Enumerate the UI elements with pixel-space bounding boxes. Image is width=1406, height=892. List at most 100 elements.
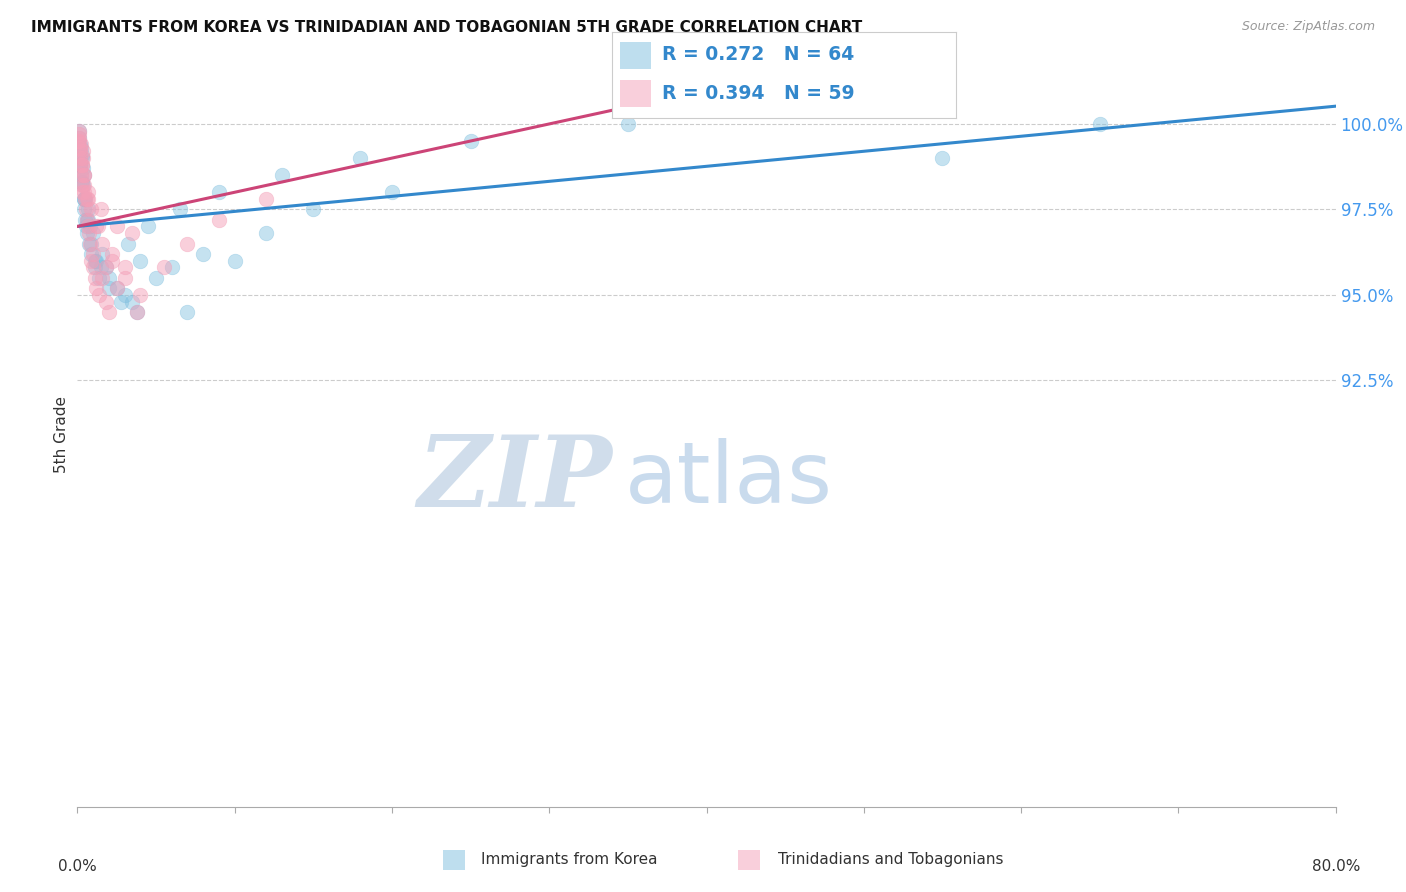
Point	[69, 158, 91, 172]
Point	[94, 294, 117, 309]
Point	[83, 270, 105, 285]
Point	[101, 246, 124, 260]
Point	[91, 246, 114, 260]
Point	[77, 236, 100, 251]
Point	[72, 151, 94, 165]
Point	[89, 270, 111, 285]
Point	[75, 192, 97, 206]
Point	[145, 270, 167, 285]
Point	[176, 305, 198, 319]
Point	[224, 253, 246, 268]
Point	[70, 178, 93, 193]
Point	[75, 192, 97, 206]
Point	[73, 212, 96, 227]
Point	[191, 246, 215, 260]
Point	[77, 219, 100, 234]
Point	[121, 294, 143, 309]
Point	[73, 202, 96, 217]
Point	[87, 219, 110, 234]
Point	[97, 281, 120, 295]
Bar	[620, 80, 651, 107]
Point	[72, 145, 94, 159]
Point	[70, 175, 93, 189]
Point	[127, 305, 149, 319]
Point	[80, 246, 103, 260]
Text: IMMIGRANTS FROM KOREA VS TRINIDADIAN AND TOBAGONIAN 5TH GRADE CORRELATION CHART: IMMIGRANTS FROM KOREA VS TRINIDADIAN AND…	[31, 20, 862, 35]
Point	[80, 253, 103, 268]
Point	[82, 246, 104, 260]
Point	[70, 168, 93, 182]
Point	[89, 287, 111, 301]
Point	[72, 161, 94, 176]
Point	[72, 186, 94, 200]
Y-axis label: 5th Grade: 5th Grade	[53, 396, 69, 474]
Text: 80.0%: 80.0%	[1312, 858, 1360, 873]
Point	[129, 253, 152, 268]
Point	[270, 168, 292, 182]
Point	[77, 227, 100, 241]
Point	[67, 124, 90, 138]
Text: 0.0%: 0.0%	[58, 858, 97, 873]
Point	[105, 281, 128, 295]
Point	[75, 219, 97, 234]
Point	[70, 175, 93, 189]
Point	[67, 134, 90, 148]
Point	[72, 168, 94, 182]
Point	[94, 260, 117, 275]
Point	[69, 158, 91, 172]
Point	[83, 260, 105, 275]
Point	[76, 192, 98, 206]
Point	[90, 202, 112, 217]
Point	[254, 192, 277, 206]
Point	[69, 137, 91, 152]
Point	[69, 151, 91, 165]
Point	[77, 212, 100, 227]
Point	[91, 236, 114, 251]
Point	[91, 270, 114, 285]
Point	[76, 212, 98, 227]
Point	[80, 236, 103, 251]
Point	[70, 158, 93, 172]
Point	[208, 212, 231, 227]
Point	[76, 227, 98, 241]
Point	[97, 270, 120, 285]
Point	[82, 227, 104, 241]
Point	[105, 219, 128, 234]
Text: R = 0.394   N = 59: R = 0.394 N = 59	[662, 84, 855, 103]
Point	[114, 287, 136, 301]
Point	[76, 212, 98, 227]
Point	[176, 236, 198, 251]
Point	[67, 145, 90, 159]
Point	[67, 134, 90, 148]
Point	[110, 294, 132, 309]
Text: Source: ZipAtlas.com: Source: ZipAtlas.com	[1241, 20, 1375, 33]
Point	[114, 260, 136, 275]
Point	[73, 168, 96, 182]
Point	[97, 305, 120, 319]
Point	[76, 192, 98, 206]
Text: atlas: atlas	[624, 438, 832, 521]
Point	[82, 260, 104, 275]
Point	[254, 227, 277, 241]
Point	[72, 192, 94, 206]
Point	[90, 260, 112, 275]
Point	[79, 219, 101, 234]
Point	[67, 130, 90, 145]
Point	[67, 124, 90, 138]
Point	[94, 260, 117, 275]
Point	[69, 151, 91, 165]
Point	[84, 219, 107, 234]
Point	[69, 158, 91, 172]
Point	[76, 202, 98, 217]
Text: Trinidadians and Tobagonians: Trinidadians and Tobagonians	[778, 853, 1002, 867]
Point	[75, 202, 97, 217]
Point	[69, 141, 91, 155]
Point	[69, 141, 91, 155]
Point	[169, 202, 191, 217]
Point	[1088, 117, 1111, 131]
Point	[84, 253, 107, 268]
Point	[69, 145, 91, 159]
Point	[617, 117, 640, 131]
Point	[114, 270, 136, 285]
Text: Immigrants from Korea: Immigrants from Korea	[481, 853, 658, 867]
